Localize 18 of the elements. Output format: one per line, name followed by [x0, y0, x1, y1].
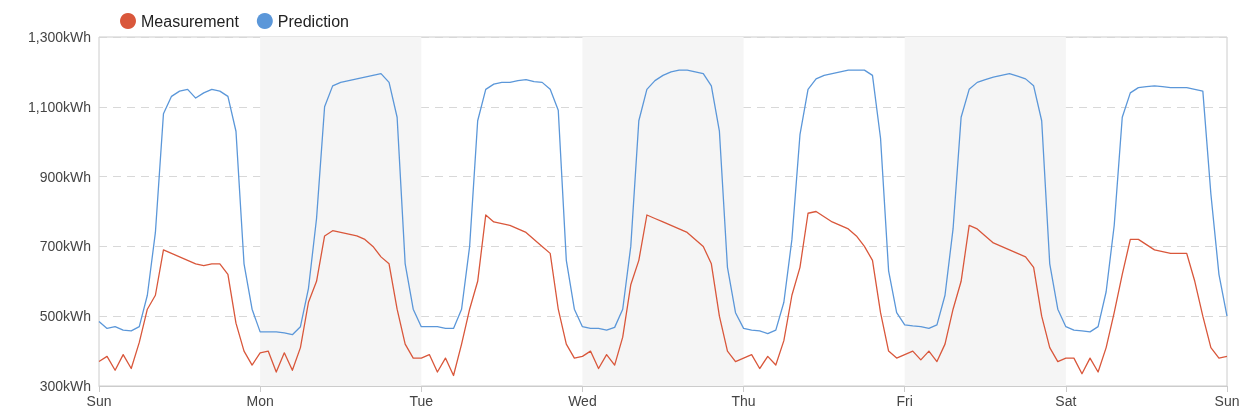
x-tick-label: Wed [568, 393, 597, 409]
x-tick-label: Sun [1214, 393, 1240, 409]
y-tick-label: 500kWh [39, 308, 91, 325]
y-tick-label: 900kWh [39, 168, 91, 185]
x-tick-label: Mon [246, 393, 274, 409]
x-tick-label: Fri [896, 393, 913, 409]
x-tick-label: Sun [86, 393, 112, 409]
x-tick-label: Tue [409, 393, 434, 409]
line-series [98, 210, 1228, 377]
legend-label: Measurement [141, 12, 240, 30]
x-tick-label: Sat [1055, 393, 1077, 409]
legend-label: Prediction [277, 12, 349, 30]
y-tick-label: 1,100kWh [27, 98, 91, 115]
y-tick-label: 300kWh [39, 378, 91, 394]
y-tick-label: 1,300kWh [27, 29, 91, 45]
line-series [98, 69, 1228, 336]
x-tick-label: Thu [731, 393, 756, 409]
y-tick-label: 700kWh [39, 238, 91, 255]
